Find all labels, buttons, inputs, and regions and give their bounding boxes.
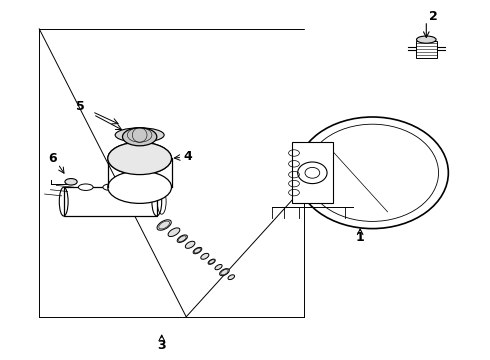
Ellipse shape — [177, 235, 187, 242]
Ellipse shape — [157, 220, 172, 230]
Text: 1: 1 — [356, 231, 365, 244]
Text: 2: 2 — [429, 10, 438, 23]
Bar — [292, 142, 333, 203]
Ellipse shape — [220, 269, 229, 276]
Ellipse shape — [122, 128, 157, 146]
Ellipse shape — [215, 265, 222, 270]
Ellipse shape — [228, 275, 235, 280]
Ellipse shape — [201, 253, 209, 259]
Ellipse shape — [103, 184, 118, 190]
Ellipse shape — [185, 241, 195, 248]
Ellipse shape — [108, 142, 172, 175]
Ellipse shape — [78, 184, 93, 190]
Text: 3: 3 — [157, 339, 166, 352]
Ellipse shape — [416, 36, 436, 43]
Ellipse shape — [127, 184, 142, 190]
Ellipse shape — [65, 179, 77, 185]
Text: 4: 4 — [184, 150, 193, 163]
Ellipse shape — [208, 259, 215, 264]
Bar — [416, 41, 437, 58]
Ellipse shape — [108, 142, 172, 175]
Text: 6: 6 — [49, 152, 57, 165]
Ellipse shape — [108, 171, 172, 203]
Ellipse shape — [168, 228, 180, 237]
Ellipse shape — [193, 247, 202, 254]
Text: 5: 5 — [76, 100, 85, 113]
Bar — [64, 187, 157, 216]
Ellipse shape — [115, 128, 164, 142]
